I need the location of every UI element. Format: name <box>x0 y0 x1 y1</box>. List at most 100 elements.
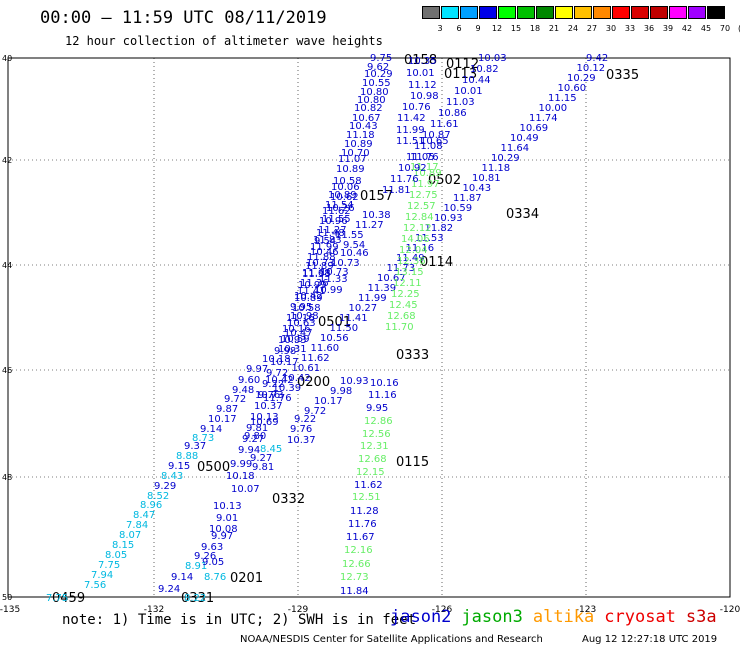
swh-value-label: 10.17 <box>270 357 299 368</box>
swh-value-label: 11.12 <box>408 80 437 91</box>
colorbar-swatch <box>498 6 516 19</box>
colorbar-swatch <box>688 6 706 19</box>
swh-value-label: 10.67 <box>377 273 406 284</box>
colorbar-swatch <box>574 6 592 19</box>
swh-value-label: 9.94 <box>238 445 260 456</box>
pass-id-label: 0331 <box>181 591 214 606</box>
swh-value-label: 10.96 <box>319 216 348 227</box>
swh-value-label: 9.63 <box>201 542 223 553</box>
swh-value-label: 10.03 <box>478 53 507 64</box>
swh-value-label: 10.01 <box>454 86 483 97</box>
colorbar-label: 42 <box>681 24 693 33</box>
swh-value-label: 11.28 <box>350 506 379 517</box>
swh-value-label: 11.76 <box>410 152 439 163</box>
swh-value-label: 10.37 <box>287 435 316 446</box>
swh-value-label: 11.99 <box>310 242 339 253</box>
swh-value-label: 12.11 <box>393 278 422 289</box>
swh-value-label: 10.26 <box>326 203 355 214</box>
swh-value-label: 12.68 <box>387 311 416 322</box>
swh-value-label: 11.08 <box>414 141 443 152</box>
swh-value-label: 10.29 <box>364 69 393 80</box>
swh-value-label: 11.16 <box>368 390 397 401</box>
swh-value-label: 9.14 <box>171 572 193 583</box>
swh-value-label: 9.87 <box>216 404 238 415</box>
footer-note: note: 1) Time is in UTC; 2) SWH is in fe… <box>62 612 417 628</box>
swh-value-label: 10.01 <box>406 68 435 79</box>
swh-value-label: 11.74 <box>529 113 558 124</box>
swh-value-label: 10.59 <box>444 203 473 214</box>
swh-value-label: 12.66 <box>342 559 371 570</box>
swh-value-label: 10.59 <box>281 334 310 345</box>
swh-value-label: 10.73 <box>255 390 284 401</box>
pass-id-label: 0200 <box>297 375 330 390</box>
swh-value-label: 10.17 <box>208 414 237 425</box>
swh-value-label: 9.76 <box>290 424 312 435</box>
swh-value-label: 8.15 <box>112 540 134 551</box>
longitude-label: -120 <box>720 605 740 615</box>
swh-value-label: 10.82 <box>354 103 383 114</box>
latitude-label: 44 <box>2 261 12 270</box>
swh-value-label: 10.37 <box>254 401 283 412</box>
swh-value-label: 14.06 <box>401 234 430 245</box>
longitude-label: -129 <box>288 605 309 615</box>
swh-value-label: 11.55 <box>335 230 364 241</box>
swh-value-label: 11.55 <box>322 214 351 225</box>
swh-value-label: 10.69 <box>250 417 279 428</box>
pass-id-label: 0158 <box>404 53 437 68</box>
swh-value-label: 11.84 <box>340 586 369 597</box>
swh-value-label: 9.75 <box>370 53 392 64</box>
swh-value-label: 10.13 <box>213 501 242 512</box>
satellite-legend: jason2 jason3 altika cryosat s3a <box>390 607 727 627</box>
swh-value-label: 9.62 <box>367 62 389 73</box>
swh-value-label: 11.33 <box>319 274 348 285</box>
swh-value-label: 12.86 <box>364 416 393 427</box>
colorbar-label: 39 <box>662 24 674 33</box>
swh-value-label: 10.76 <box>402 102 431 113</box>
swh-value-label: 8.76 <box>204 572 226 583</box>
colorbar-label: 24 <box>567 24 579 33</box>
swh-value-label: 11.67 <box>346 532 375 543</box>
pass-id-label: 0114 <box>420 255 453 270</box>
swh-value-label: 10.69 <box>520 123 549 134</box>
swh-value-label: 12.31 <box>360 441 389 452</box>
swh-value-label: 7.75 <box>98 560 120 571</box>
swh-value-label: 9.80 <box>244 431 266 442</box>
swh-value-label: 9.72 <box>224 394 246 405</box>
latitude-label: 40 <box>2 54 12 63</box>
longitude-label: -132 <box>144 605 164 615</box>
pass-id-label: 0201 <box>230 571 263 586</box>
colorbar-label: 36 <box>643 24 655 33</box>
swh-value-label: 10.93 <box>434 213 463 224</box>
swh-value-label: 8.52 <box>147 491 169 502</box>
swh-value-label: 11.68 <box>302 268 331 279</box>
colorbar-label: 30 <box>605 24 617 33</box>
swh-value-label: 8.47 <box>133 510 155 521</box>
swh-value-label: 7.56 <box>84 580 106 591</box>
swh-value-label: 10.47 <box>284 328 313 339</box>
swh-value-label: 9.14 <box>200 424 222 435</box>
swh-value-label: 9.05 <box>202 557 224 568</box>
colorbar-label: 18 <box>529 24 541 33</box>
colorbar-swatch <box>460 6 478 19</box>
colorbar-label: 45 <box>700 24 712 33</box>
swh-value-label: 9.76 <box>258 390 280 401</box>
swh-value-label: 12.68 <box>358 454 387 465</box>
longitude-label: -126 <box>432 605 453 615</box>
swh-value-label: 10.13 <box>250 412 279 423</box>
swh-value-label: 8.45 <box>260 444 282 455</box>
swh-value-label: 12.25 <box>391 289 420 300</box>
swh-value-label: 10.98 <box>290 311 319 322</box>
swh-value-label: 11.48 <box>316 228 345 239</box>
swh-value-label: 11.83 <box>313 235 342 246</box>
colorbar-swatch <box>517 6 535 19</box>
swh-value-label: 10.38 <box>362 210 391 221</box>
swh-value-label: 10.35 <box>408 56 437 67</box>
swh-value-label: 10.39 <box>273 383 302 394</box>
swh-value-label: 11.70 <box>385 322 414 333</box>
pass-id-label: 0334 <box>506 207 539 222</box>
swh-value-label: 13.15 <box>395 267 424 278</box>
swh-value-label: 8.73 <box>192 433 214 444</box>
swh-value-label: 11.18 <box>482 163 511 174</box>
swh-value-label: 9.95 <box>366 403 388 414</box>
